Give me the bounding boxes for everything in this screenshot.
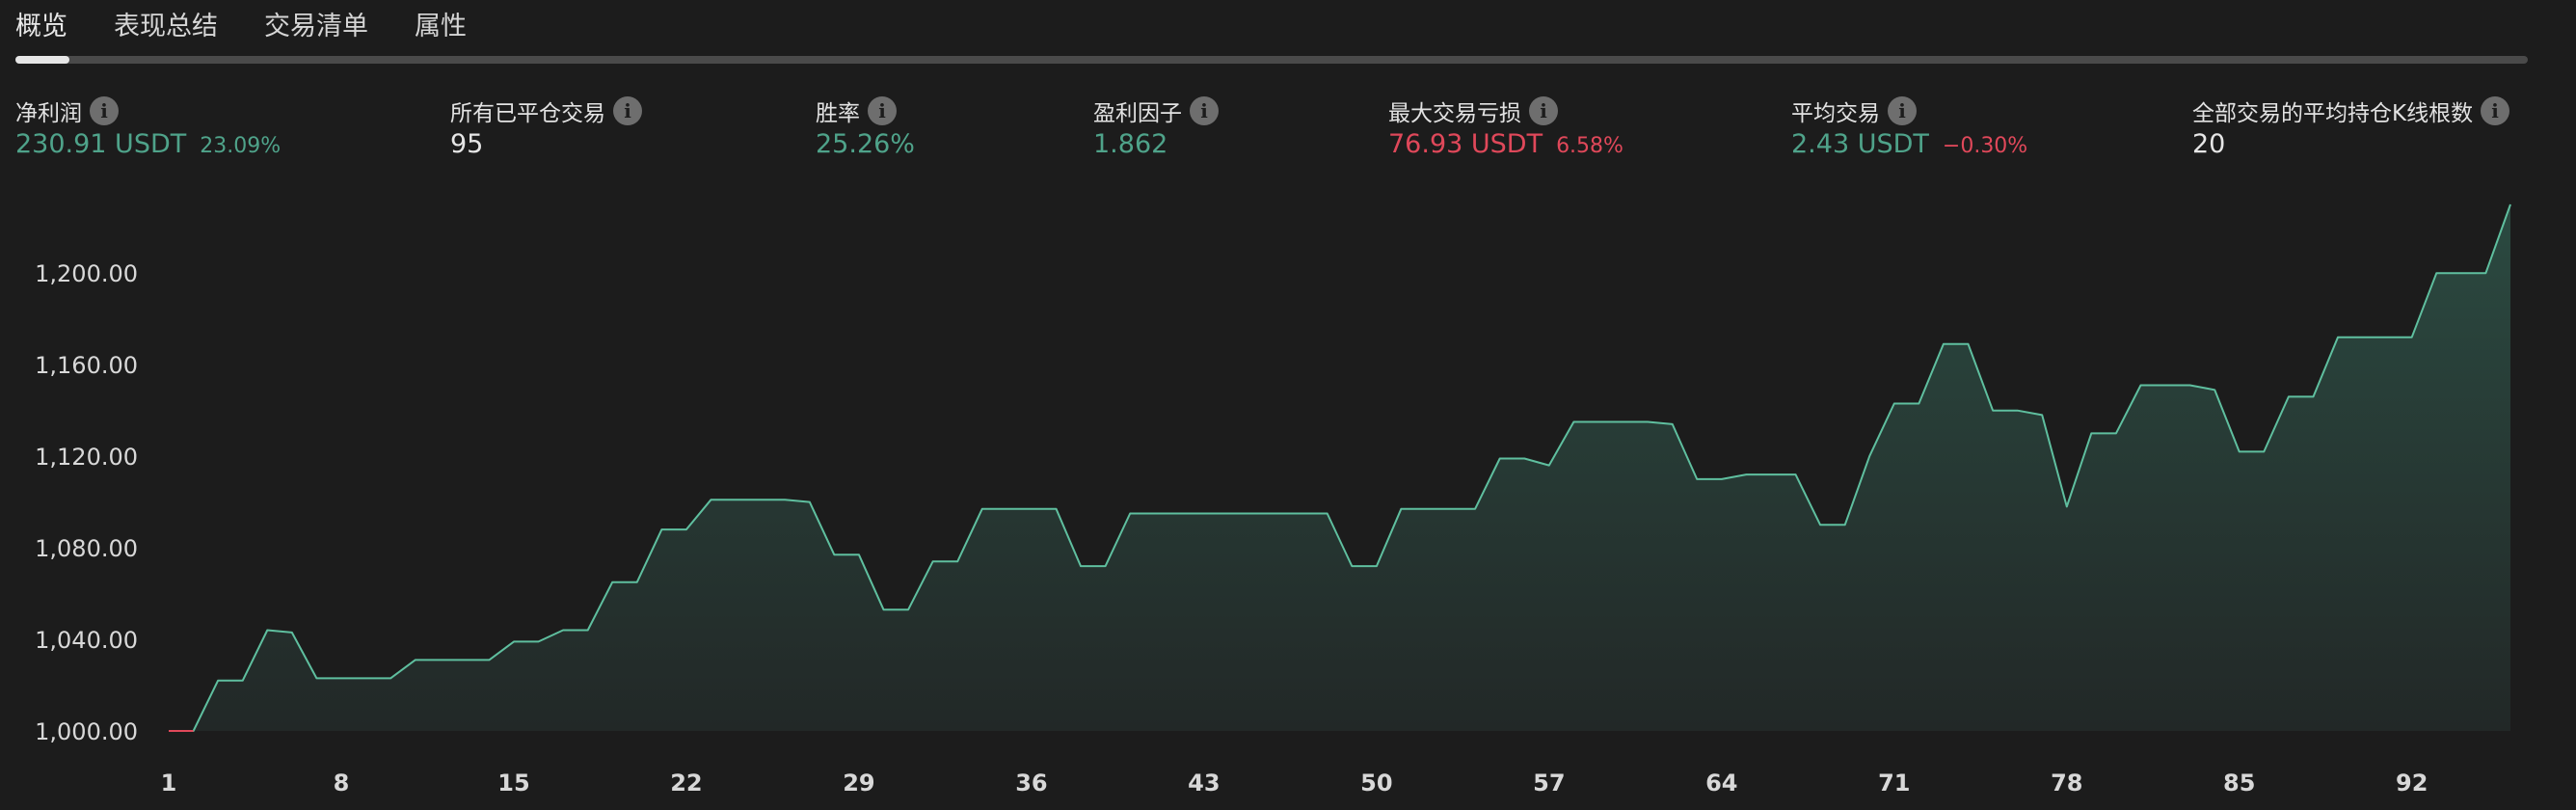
win-rate-value: 25.26% (816, 129, 915, 159)
info-icon[interactable]: i (868, 96, 897, 125)
metric-label: 全部交易的平均持仓K线根数 (2192, 101, 2474, 126)
metric-avg-trade: 平均交易 i 2.43 USDT −0.30% (1791, 94, 2027, 159)
x-tick-label: 29 (843, 770, 874, 796)
y-axis: 1,000.00 1,040.00 1,080.00 1,120.00 1,160.00… (35, 260, 138, 745)
metric-closed-trades: 所有已平仓交易 i 95 (450, 94, 642, 159)
x-tick-label: 64 (1705, 770, 1737, 796)
closed-trades-value: 95 (450, 129, 484, 159)
metric-label: 盈利因子 (1093, 101, 1182, 126)
x-axis: 1 8 15 22 29 36 43 50 57 64 71 78 85 92 (161, 770, 2428, 796)
avg-bars-value: 20 (2192, 129, 2226, 159)
y-tick-label: 1,200.00 (35, 260, 138, 287)
x-tick-label: 36 (1015, 770, 1047, 796)
y-tick-label: 1,000.00 (35, 718, 138, 745)
metric-label: 净利润 (15, 101, 82, 126)
net-profit-value: 230.91 USDT (15, 129, 187, 159)
y-tick-label: 1,040.00 (35, 627, 138, 654)
x-tick-label: 15 (497, 770, 529, 796)
info-icon[interactable]: i (2481, 96, 2510, 125)
x-tick-label: 85 (2223, 770, 2255, 796)
y-tick-label: 1,120.00 (35, 444, 138, 471)
equity-series (169, 203, 2511, 732)
equity-chart[interactable]: 1,000.00 1,040.00 1,080.00 1,120.00 1,160.00… (0, 183, 2576, 810)
metric-net-profit: 净利润 i 230.91 USDT 23.09% (15, 94, 281, 159)
metric-label: 所有已平仓交易 (450, 101, 605, 126)
info-icon[interactable]: i (1888, 96, 1917, 125)
y-tick-label: 1,160.00 (35, 352, 138, 379)
tab-performance-summary[interactable]: 表现总结 (114, 12, 218, 41)
tab-trades-list[interactable]: 交易清单 (264, 12, 368, 41)
info-icon[interactable]: i (1190, 96, 1219, 125)
info-icon[interactable]: i (613, 96, 642, 125)
metric-label: 最大交易亏损 (1388, 101, 1521, 126)
x-tick-label: 57 (1533, 770, 1565, 796)
max-drawdown-percent: 6.58% (1556, 134, 1623, 158)
x-tick-label: 71 (1878, 770, 1910, 796)
equity-area (169, 204, 2510, 731)
tab-properties[interactable]: 属性 (415, 12, 467, 41)
tab-overview[interactable]: 概览 (15, 12, 67, 41)
y-tick-label: 1,080.00 (35, 535, 138, 562)
equity-line (169, 203, 2511, 732)
info-icon[interactable]: i (90, 96, 119, 125)
metric-max-drawdown: 最大交易亏损 i 76.93 USDT 6.58% (1388, 94, 1623, 159)
avg-trade-percent: −0.30% (1942, 134, 2028, 158)
x-tick-label: 8 (334, 770, 350, 796)
x-tick-label: 1 (161, 770, 177, 796)
metric-label: 平均交易 (1791, 101, 1880, 126)
x-tick-label: 92 (2396, 770, 2428, 796)
metric-win-rate: 胜率 i 25.26% (816, 94, 915, 159)
tab-active-indicator (15, 56, 69, 64)
x-tick-label: 43 (1188, 770, 1220, 796)
profit-factor-value: 1.862 (1093, 129, 1168, 159)
metric-profit-factor: 盈利因子 i 1.862 (1093, 94, 1219, 159)
x-tick-label: 22 (670, 770, 702, 796)
x-tick-label: 78 (2051, 770, 2082, 796)
info-icon[interactable]: i (1529, 96, 1558, 125)
metric-label: 胜率 (816, 101, 860, 126)
avg-trade-value: 2.43 USDT (1791, 129, 1929, 159)
tab-scroll-track[interactable] (15, 56, 2528, 64)
tab-bar: 概览 表现总结 交易清单 属性 (15, 8, 513, 46)
metric-avg-bars: 全部交易的平均持仓K线根数 i 20 (2192, 94, 2510, 159)
max-drawdown-value: 76.93 USDT (1388, 129, 1543, 159)
net-profit-percent: 23.09% (200, 134, 282, 158)
x-tick-label: 50 (1360, 770, 1392, 796)
